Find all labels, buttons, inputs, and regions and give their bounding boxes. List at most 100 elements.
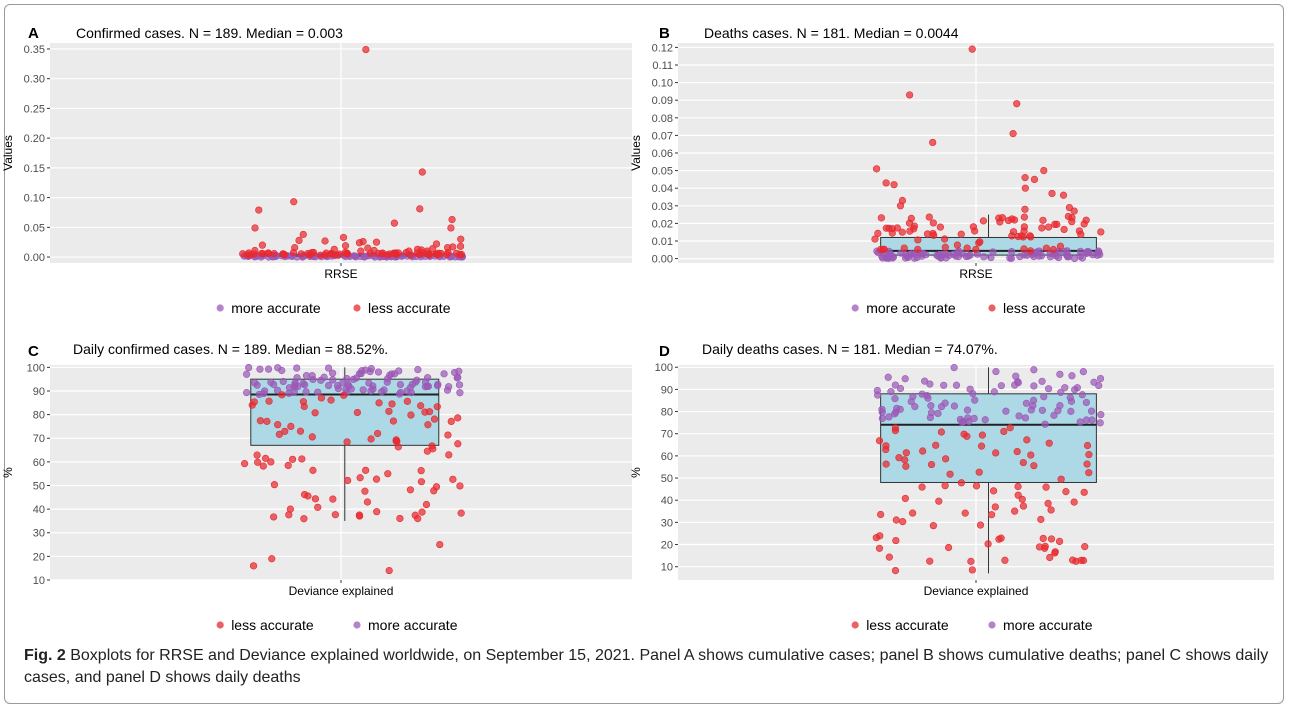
point-more-accurate — [1061, 384, 1069, 392]
point-more-accurate — [243, 388, 251, 397]
point-less-accurate — [918, 483, 926, 491]
caption-text: Boxplots for RRSE and Deviance explained… — [24, 647, 1269, 686]
point-less-accurate — [882, 445, 890, 454]
point-more-accurate — [324, 364, 333, 372]
point-less-accurate — [300, 491, 309, 499]
point-less-accurate — [1006, 424, 1014, 432]
point-less-accurate — [402, 248, 410, 257]
point-more-accurate — [256, 365, 264, 373]
point-less-accurate — [910, 222, 919, 230]
point-less-accurate — [261, 454, 270, 462]
y-tick-label: 80 — [661, 407, 673, 419]
point-more-accurate — [314, 388, 322, 396]
y-tick-label: 0.09 — [652, 95, 673, 107]
point-less-accurate — [972, 482, 981, 490]
point-less-accurate — [417, 478, 426, 486]
point-less-accurate — [263, 417, 271, 425]
point-less-accurate — [1030, 462, 1038, 470]
legend-label-more: more accurate — [866, 300, 956, 316]
point-less-accurate — [444, 431, 452, 439]
point-less-accurate — [906, 227, 914, 235]
panel-letter: D — [659, 343, 670, 360]
point-more-accurate — [349, 375, 358, 383]
point-less-accurate — [1045, 439, 1053, 447]
x-tick-label: Deviance explained — [289, 584, 394, 598]
point-less-accurate — [289, 248, 298, 257]
point-less-accurate — [978, 431, 987, 439]
point-less-accurate — [396, 514, 404, 523]
point-less-accurate — [423, 249, 431, 257]
point-more-accurate — [884, 373, 892, 381]
point-less-accurate — [919, 447, 927, 455]
point-less-accurate — [1047, 506, 1055, 514]
point-more-accurate — [440, 370, 448, 378]
point-less-accurate — [972, 245, 980, 254]
x-tick-label: Deviance explained — [924, 584, 1029, 598]
point-less-accurate — [278, 391, 286, 399]
point-less-accurate — [356, 474, 364, 482]
point-less-accurate — [253, 451, 261, 459]
point-less-accurate — [367, 435, 375, 443]
point-less-accurate — [436, 540, 444, 549]
point-less-accurate — [902, 462, 910, 470]
point-less-accurate — [290, 198, 298, 206]
point-less-accurate — [256, 417, 265, 425]
point-more-accurate — [278, 366, 286, 375]
legend-key-more — [353, 621, 361, 629]
point-less-accurate — [270, 513, 278, 521]
point-less-accurate — [1020, 245, 1028, 253]
point-less-accurate — [1056, 242, 1065, 250]
point-more-accurate — [909, 392, 917, 401]
legend-key-less — [353, 304, 361, 312]
point-more-accurate — [1050, 411, 1058, 419]
point-less-accurate — [975, 468, 983, 476]
y-tick-label: 10 — [661, 562, 673, 574]
point-more-accurate — [923, 391, 931, 400]
point-less-accurate — [1077, 556, 1085, 564]
point-less-accurate — [1065, 203, 1074, 212]
y-tick-label: 20 — [661, 540, 673, 552]
point-less-accurate — [457, 235, 465, 243]
y-tick-label: 90 — [33, 386, 45, 398]
y-tick-label: 90 — [661, 384, 673, 396]
point-less-accurate — [1053, 220, 1061, 228]
point-less-accurate — [979, 217, 988, 225]
legend: less accurate more accurate — [851, 617, 1093, 633]
point-less-accurate — [977, 442, 986, 450]
point-less-accurate — [1047, 535, 1056, 543]
point-more-accurate — [413, 376, 421, 384]
point-less-accurate — [946, 470, 954, 478]
point-less-accurate — [1081, 543, 1089, 551]
point-less-accurate — [888, 229, 896, 237]
point-less-accurate — [875, 437, 884, 445]
point-less-accurate — [1083, 441, 1092, 450]
point-more-accurate — [1020, 251, 1028, 259]
point-more-accurate — [1079, 368, 1087, 376]
point-more-accurate — [997, 382, 1005, 390]
point-less-accurate — [1039, 534, 1047, 543]
point-less-accurate — [267, 458, 275, 466]
legend-label-more: more accurate — [231, 300, 321, 316]
point-less-accurate — [299, 398, 308, 406]
legend-key-less — [216, 621, 224, 629]
point-more-accurate — [255, 390, 263, 399]
panel-a: A Confirmed cases. N = 189. Median = 0.00… — [1, 25, 632, 316]
point-more-accurate — [383, 378, 391, 386]
point-more-accurate — [1008, 248, 1016, 256]
point-less-accurate — [890, 181, 898, 189]
point-more-accurate — [367, 365, 375, 373]
y-tick-label: 0.35 — [24, 44, 45, 56]
point-more-accurate — [1094, 247, 1103, 255]
point-less-accurate — [343, 249, 351, 257]
point-less-accurate — [454, 414, 462, 422]
point-less-accurate — [1013, 447, 1021, 456]
point-less-accurate — [995, 535, 1003, 543]
point-less-accurate — [988, 511, 996, 519]
point-less-accurate — [1013, 100, 1021, 108]
point-less-accurate — [418, 168, 426, 176]
point-more-accurate — [290, 383, 299, 391]
point-more-accurate — [1087, 407, 1096, 415]
point-more-accurate — [421, 383, 429, 391]
point-more-accurate — [317, 376, 325, 384]
point-less-accurate — [942, 455, 950, 463]
